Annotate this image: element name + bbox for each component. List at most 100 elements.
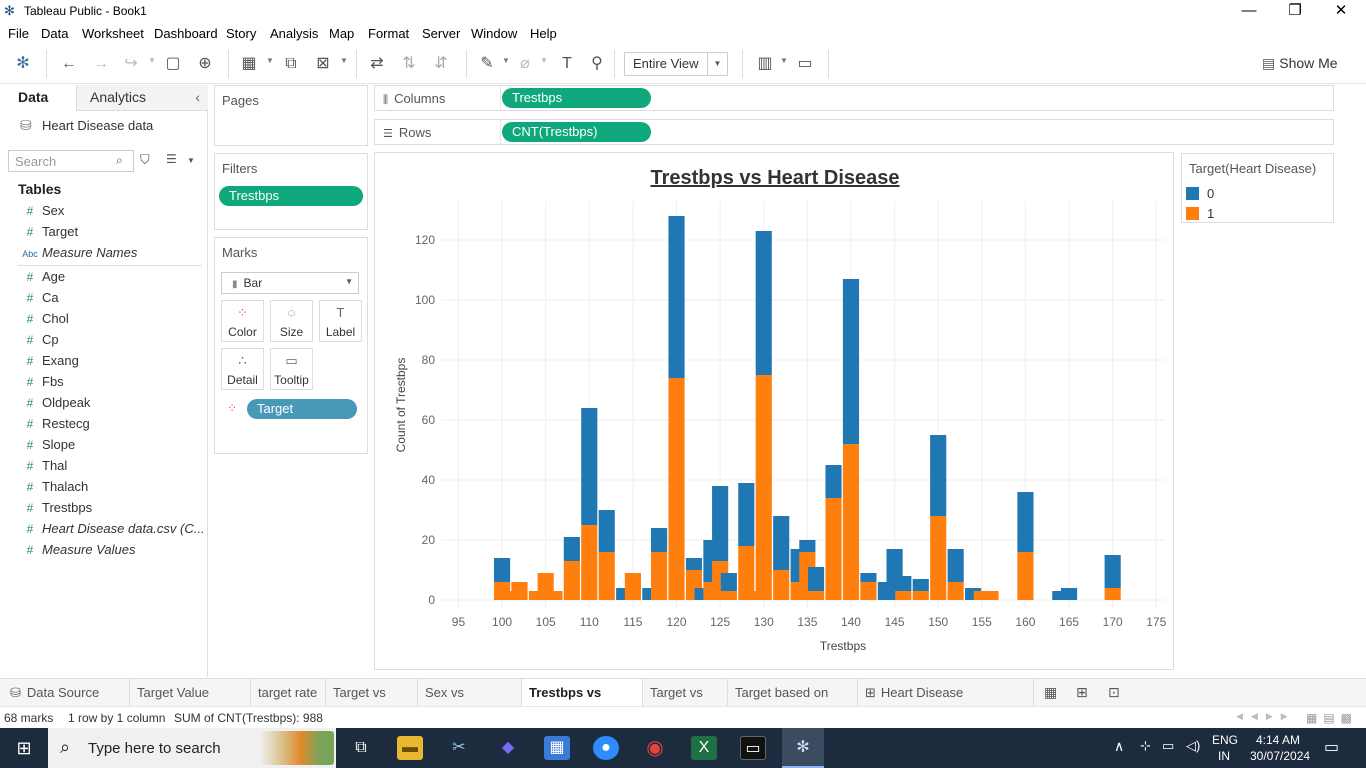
field-item[interactable]: # Oldpeak [18,395,91,415]
mark-type-dropdown[interactable]: ▮ Bar ▼ [221,272,359,294]
legend-item-1[interactable]: 1 [1186,206,1214,222]
network-icon[interactable]: ⊹ [1140,738,1151,753]
search-input[interactable]: Search [8,150,134,172]
size-button[interactable]: ◌ Size [270,300,313,342]
labels-icon[interactable]: T [562,55,572,72]
region-code[interactable]: IN [1218,749,1230,763]
color-pill-target[interactable]: Target [247,399,357,419]
menu-server[interactable]: Server [422,26,461,41]
new-worksheet-icon[interactable]: ▦ [1044,684,1058,700]
field-item[interactable]: # Thal [18,458,68,478]
terminal-icon[interactable]: ▭ [740,736,766,760]
sort-ascending-icon[interactable]: ⇅ [402,55,416,72]
chart-view[interactable]: Trestbps vs Heart Disease 0 20 40 60 80 100 12… [374,152,1174,670]
field-item[interactable]: # Slope [18,437,76,457]
menu-map[interactable]: Map [329,26,355,41]
label-button[interactable]: T Label [319,300,362,342]
field-item[interactable]: # Age [18,269,65,289]
collapse-icon[interactable]: ‹ [195,89,200,105]
menu-help[interactable]: Help [530,26,557,41]
chevron-down-icon[interactable]: ▼ [187,156,195,165]
menu-data[interactable]: Data [41,26,69,41]
bar-chart[interactable]: 0 20 40 60 80 100 120 95 100 105 110 115 120 125 130 13… [375,153,1175,671]
excel-icon[interactable]: X [691,736,717,760]
menu-format[interactable]: Format [368,26,410,41]
filter-pill[interactable]: Trestbps [219,186,363,206]
rows-pill[interactable]: CNT(Trestbps) [502,122,651,142]
notification-icon[interactable]: ▭ [1324,739,1340,756]
field-item[interactable]: # Fbs [18,374,64,394]
field-item[interactable]: # Ca [18,290,59,310]
tab-heart-disease-dashboard[interactable]: ⊞Heart Disease Dashboard [858,679,1034,728]
tab-analytics[interactable]: Analytics ‹ [76,85,208,111]
minimize-button[interactable]: — [1241,2,1257,19]
field-item[interactable]: # Target [18,224,78,244]
snipping-tool-icon[interactable]: ✂ [452,739,466,756]
tab-target-value-count[interactable]: Target Value count [130,679,251,728]
tab-target-based-on-sex[interactable]: Target based on Sex [728,679,858,728]
chrome-icon[interactable]: ◉ [646,737,664,759]
new-datasource-icon[interactable]: ⊕ [198,55,212,72]
legend-item-0[interactable]: 0 [1186,186,1214,202]
menu-story[interactable]: Story [226,26,257,41]
columns-pill[interactable]: Trestbps [502,88,651,108]
tab-target-vs-cp[interactable]: Target vs Cp [643,679,728,728]
tab-target-rate[interactable]: target rate [251,679,326,707]
tab-target-vs-age[interactable]: Target vs Age [326,679,418,728]
close-button[interactable]: ✕ [1334,2,1348,19]
zoom-icon[interactable]: ● [593,736,619,760]
redo-icon[interactable]: → [93,55,109,72]
group-icon[interactable]: ⌀ [520,55,530,72]
fit-dropdown[interactable]: Entire View ▼ [624,52,728,76]
task-view-icon[interactable]: ⧉ [355,739,367,756]
clock-time[interactable]: 4:14 AM [1256,733,1301,747]
new-dashboard-icon[interactable]: ⊞ [1076,684,1088,700]
color-button[interactable]: ⁘ Color [221,300,264,342]
pin-icon[interactable]: ⚲ [591,55,603,72]
volume-icon[interactable]: ◁) [1186,738,1201,753]
field-item[interactable]: # Chol [18,311,69,331]
show-me-button[interactable]: ▤ Show Me [1262,55,1338,72]
undo-icon[interactable]: ← [61,55,77,72]
chart-title[interactable]: Trestbps vs Heart Disease [650,167,900,189]
taskbar-search-box[interactable]: ⌕ Type here to search [48,728,336,768]
field-item[interactable]: # Restecg [18,416,90,436]
file-explorer-icon[interactable]: ▬ [397,736,423,760]
tab-trestbps-vs-target[interactable]: Trestbps vs Target [522,679,643,728]
tableau-taskbar-icon[interactable]: ✻ [782,728,824,768]
sort-descending-icon[interactable]: ⇵ [434,55,448,72]
field-item[interactable]: Abc Measure Names [18,245,137,265]
windows-start-icon[interactable]: ⊞ [16,738,32,758]
menu-worksheet[interactable]: Worksheet [82,26,144,41]
field-item[interactable]: # Heart Disease data.csv (C... [18,521,205,541]
new-worksheet-icon[interactable]: ▦ [241,55,257,72]
menu-dashboard[interactable]: Dashboard [154,26,218,41]
tab-data-source[interactable]: ⛁ Data Source [0,679,130,707]
clock-date[interactable]: 30/07/2024 [1250,749,1311,763]
calculator-icon[interactable]: ▦ [544,736,570,760]
tab-sex-vs-trestbps[interactable]: Sex vs Trestbps [418,679,522,728]
swap-icon[interactable]: ⇄ [370,55,384,72]
view-options-icon[interactable]: ☰ [166,152,177,166]
field-item[interactable]: # Thalach [18,479,89,499]
view-mode-icons[interactable]: ▦▤▩ [1306,711,1359,725]
language-code[interactable]: ENG [1212,733,1239,747]
rows-shelf[interactable]: ☰ Rows CNT(Trestbps) [374,119,1334,145]
copilot-icon[interactable]: ◆ [501,739,515,756]
tableau-home-icon[interactable]: ✻ [16,55,30,72]
tooltip-button[interactable]: ▭ Tooltip [270,348,313,390]
field-item[interactable]: # Measure Values [18,542,136,562]
navigation-arrows-icon[interactable]: ◀◀▶▶ [1236,711,1296,721]
color-legend[interactable]: Target(Heart Disease) 0 1 [1181,153,1334,223]
replay-icon[interactable]: ↪ [124,55,138,72]
show-cards-icon[interactable]: ▥ [757,55,773,72]
presentation-icon[interactable]: ▭ [797,55,813,72]
new-story-icon[interactable]: ⊡ [1108,684,1120,700]
datasource-name[interactable]: Heart Disease data [42,118,154,133]
filters-card[interactable]: Filters Trestbps [214,153,368,230]
pages-card[interactable]: Pages [214,85,368,146]
restore-button[interactable]: ❐ [1288,2,1302,19]
detail-button[interactable]: ∴ Detail [221,348,264,390]
clear-sheet-icon[interactable]: ⊠ [316,55,330,72]
field-item[interactable]: # Cp [18,332,59,352]
